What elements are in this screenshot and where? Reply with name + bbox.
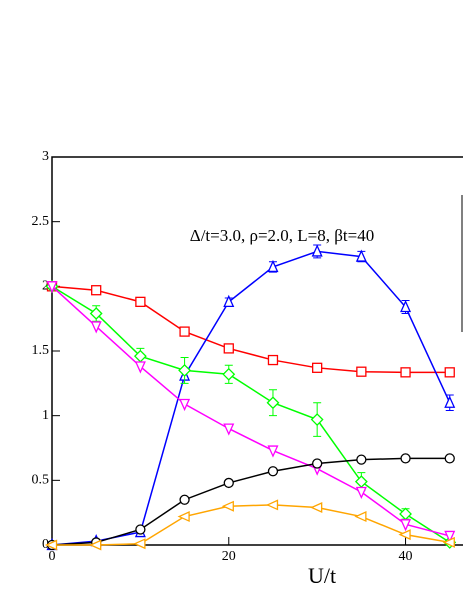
series-line — [51, 285, 451, 544]
marker — [44, 539, 58, 551]
marker — [354, 475, 368, 489]
marker — [223, 343, 234, 354]
marker — [311, 244, 323, 257]
x-axis-label: U/t — [308, 563, 336, 588]
series-line — [51, 250, 451, 546]
marker — [355, 486, 367, 500]
series-line — [52, 504, 450, 546]
marker — [444, 367, 455, 378]
marker — [223, 294, 235, 308]
marker — [89, 307, 103, 320]
marker — [400, 519, 412, 532]
marker — [267, 445, 279, 458]
marker — [399, 507, 412, 521]
marker — [400, 453, 411, 464]
marker — [46, 281, 58, 294]
marker — [221, 500, 234, 512]
series-line — [51, 457, 450, 546]
marker — [312, 362, 323, 373]
marker — [444, 395, 456, 408]
x-tick-label: 40 — [399, 549, 413, 564]
marker — [398, 529, 411, 541]
marker — [356, 366, 367, 377]
marker — [177, 511, 190, 523]
marker — [267, 466, 279, 477]
marker — [90, 321, 102, 334]
marker — [135, 524, 146, 535]
series-line — [51, 285, 450, 374]
marker — [444, 530, 456, 544]
y-tick-label: 2 — [42, 279, 49, 294]
marker — [310, 501, 323, 513]
x-tick-label: 0 — [49, 549, 56, 564]
axis-frame — [51, 156, 463, 546]
x-tick-label: 20 — [222, 549, 236, 564]
marker — [178, 363, 191, 377]
y-tick-label: 2.5 — [32, 214, 50, 229]
y-tick-label: 1 — [42, 408, 49, 423]
marker — [223, 423, 235, 436]
marker — [442, 536, 455, 548]
marker — [223, 477, 234, 489]
marker — [265, 499, 279, 511]
marker — [312, 458, 323, 469]
marker — [222, 367, 236, 381]
marker — [354, 511, 367, 523]
y-tick-label: 0 — [42, 537, 49, 552]
marker — [133, 538, 146, 550]
y-tick-label: 1.5 — [32, 343, 50, 358]
marker — [400, 367, 411, 378]
annotation: Δ/t=3.0, ρ=2.0, L=8, βt=40 — [190, 226, 374, 245]
marker — [266, 396, 280, 410]
marker — [310, 413, 324, 426]
y-tick-label: 3 — [42, 149, 49, 164]
marker — [267, 354, 279, 366]
marker — [356, 454, 367, 465]
marker — [400, 299, 412, 313]
marker — [179, 398, 191, 412]
marker — [134, 361, 146, 374]
y-tick-label: 0.5 — [32, 473, 50, 488]
marker — [179, 326, 190, 337]
marker — [89, 539, 102, 551]
series-line — [51, 285, 450, 537]
marker — [444, 453, 455, 464]
marker — [179, 494, 190, 505]
marker — [267, 259, 279, 273]
marker — [91, 285, 102, 296]
marker — [355, 249, 367, 262]
marker — [135, 296, 146, 308]
